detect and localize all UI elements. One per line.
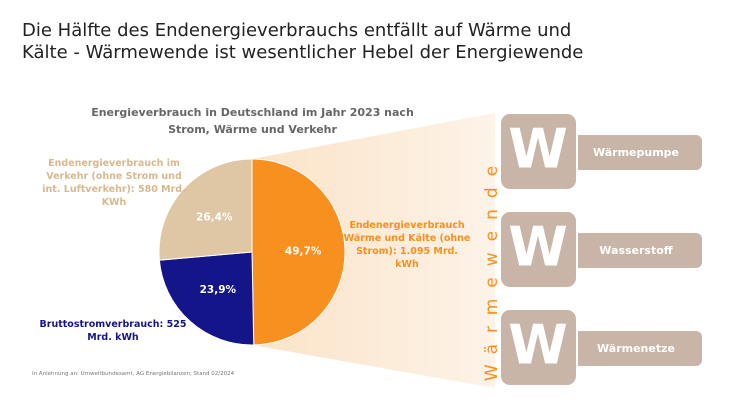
card-letter: W [508, 118, 568, 181]
card-letter: W [508, 314, 568, 377]
slide-title: Die Hälfte des Endenergieverbrauchs entf… [22, 20, 584, 63]
card-label: Wärmepumpe [593, 146, 679, 159]
card-box [499, 308, 578, 387]
card-box [499, 210, 578, 289]
value-label: 23,9% [200, 284, 237, 296]
sidebar-word: Wärmewende [482, 155, 502, 381]
card-label: Wärmenetze [597, 342, 675, 355]
slice-label: Bruttostromverbrauch: 525 Mrd. kWh [39, 319, 187, 343]
card-letter: W [508, 216, 568, 279]
value-label: 49,7% [285, 246, 322, 258]
slice-label: Endenergieverbrauch im Verkehr (ohne Str… [42, 158, 186, 208]
pie-slice [251, 158, 346, 346]
card-label: Wasserstoff [599, 244, 673, 257]
pie-slice [158, 158, 253, 261]
slice-label: Endenergieverbrauch Wärme und Kälte (ohn… [343, 220, 471, 270]
card-bar [560, 233, 702, 268]
card-bar [560, 135, 702, 170]
chart-title: Energieverbrauch in Deutschland im Jahr … [91, 106, 414, 136]
card-box [499, 112, 578, 191]
pie-slice [158, 251, 255, 346]
card-bar [560, 331, 702, 366]
value-label: 26,4% [196, 211, 233, 223]
source: In Anlehnung an: Umweltbundesamt, AG Ene… [32, 371, 235, 377]
